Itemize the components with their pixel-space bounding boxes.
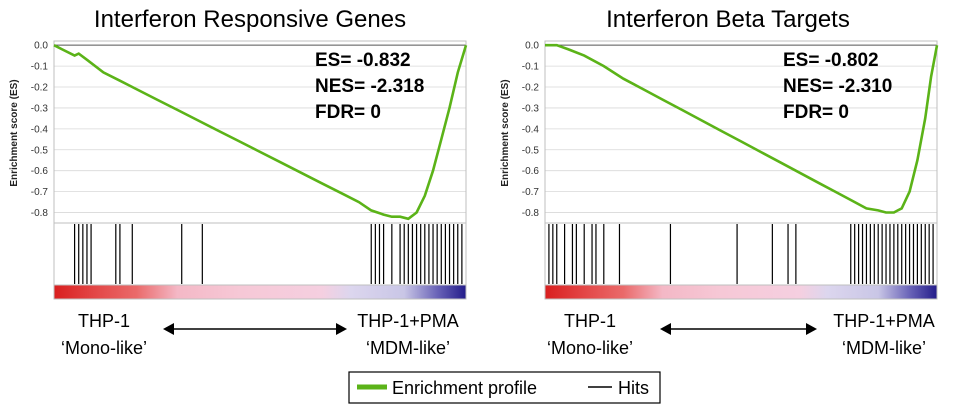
y-tick-label: -0.4	[31, 124, 49, 135]
y-tick-label: -0.5	[31, 145, 49, 156]
y-tick-label: 0.0	[34, 41, 48, 52]
y-tick-label: -0.8	[522, 208, 540, 219]
right-cell-sublabel: ‘MDM-like’	[842, 338, 926, 358]
left-cell-sublabel: ‘Mono-like’	[547, 338, 633, 358]
gsea-panel-interferon-responsive: Interferon Responsive Genes Enrichment s…	[9, 6, 468, 358]
y-tick-label: -0.6	[31, 166, 49, 177]
nes-stat: NES= -2.310	[783, 76, 892, 97]
y-tick-label: 0.0	[525, 41, 539, 52]
y-tick-label: -0.2	[522, 83, 540, 94]
enrichment-profile-line	[53, 44, 468, 221]
y-tick-labels: 0.0 -0.1 -0.2 -0.3 -0.4 -0.5 -0.6 -0.7 -0.8	[31, 41, 49, 219]
left-cell-label: THP-1	[564, 311, 616, 331]
panel-title: Interferon Responsive Genes	[94, 6, 406, 33]
legend-hits-label: Hits	[618, 378, 649, 398]
panel-title: Interferon Beta Targets	[606, 6, 850, 33]
legend-profile-label: Enrichment profile	[392, 378, 537, 398]
y-tick-label: -0.3	[31, 103, 49, 114]
nes-stat: NES= -2.318	[315, 76, 424, 97]
right-cell-label: THP-1+PMA	[357, 311, 459, 331]
right-cell-sublabel: ‘MDM-like’	[366, 338, 450, 358]
fdr-stat: FDR= 0	[315, 102, 381, 123]
y-tick-label: -0.7	[31, 187, 49, 198]
left-cell-sublabel: ‘Mono-like’	[61, 338, 147, 358]
hit-markers	[73, 224, 463, 284]
y-tick-label: -0.6	[522, 166, 540, 177]
rank-color-bar	[53, 284, 467, 300]
left-cell-label: THP-1	[78, 311, 130, 331]
es-stat: ES= -0.802	[783, 50, 879, 71]
gsea-panel-interferon-beta: Interferon Beta Targets Enrichment score…	[500, 6, 939, 358]
y-tick-label: -0.1	[31, 62, 49, 73]
y-axis-label: Enrichment score (ES)	[500, 79, 511, 186]
y-tick-label: -0.5	[522, 145, 540, 156]
legend: Enrichment profile Hits	[348, 371, 661, 404]
enrichment-profile-line	[545, 43, 939, 214]
double-arrow	[660, 323, 817, 335]
y-tick-labels: 0.0 -0.1 -0.2 -0.3 -0.4 -0.5 -0.6 -0.7 -0.8	[522, 41, 540, 219]
gridlines	[545, 44, 937, 213]
y-tick-label: -0.4	[522, 124, 540, 135]
rank-color-bar	[544, 284, 938, 300]
y-tick-label: -0.8	[31, 208, 49, 219]
es-stat: ES= -0.832	[315, 50, 411, 71]
hits-frame	[544, 222, 938, 286]
y-axis-label: Enrichment score (ES)	[9, 79, 20, 186]
hit-markers	[548, 224, 934, 284]
y-tick-label: -0.2	[31, 83, 49, 94]
y-tick-label: -0.1	[522, 62, 540, 73]
y-tick-label: -0.3	[522, 103, 540, 114]
double-arrow	[163, 323, 347, 335]
fdr-stat: FDR= 0	[783, 102, 849, 123]
gridlines	[54, 44, 466, 213]
y-tick-label: -0.7	[522, 187, 540, 198]
hits-frame	[53, 222, 467, 286]
right-cell-label: THP-1+PMA	[833, 311, 935, 331]
